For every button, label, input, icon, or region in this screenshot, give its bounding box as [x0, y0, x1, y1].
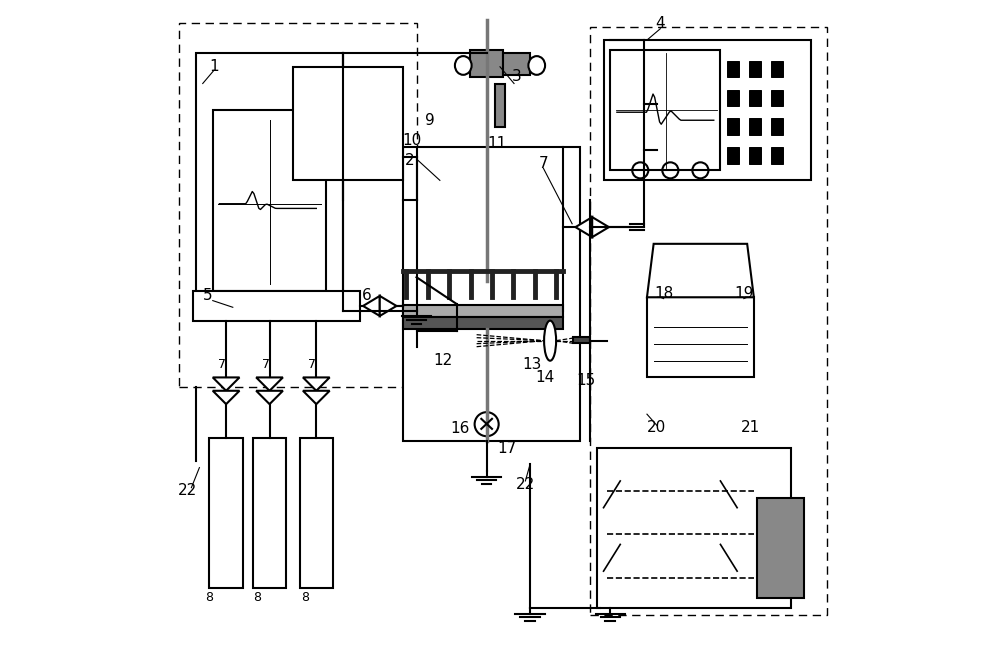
Text: 9: 9	[425, 113, 435, 128]
Polygon shape	[403, 147, 580, 441]
Polygon shape	[213, 391, 239, 404]
Polygon shape	[293, 67, 403, 180]
Text: 11: 11	[487, 136, 506, 151]
Polygon shape	[757, 498, 804, 598]
Polygon shape	[470, 50, 503, 77]
Polygon shape	[213, 110, 326, 291]
Text: 8: 8	[301, 591, 309, 605]
Polygon shape	[575, 217, 592, 237]
Polygon shape	[749, 118, 761, 135]
Polygon shape	[727, 147, 739, 164]
Polygon shape	[727, 90, 739, 106]
Polygon shape	[771, 118, 783, 135]
Polygon shape	[213, 377, 239, 391]
Polygon shape	[771, 90, 783, 106]
Text: 15: 15	[576, 373, 595, 388]
Text: 14: 14	[536, 370, 555, 385]
Polygon shape	[647, 297, 754, 377]
Polygon shape	[727, 61, 739, 77]
Text: 12: 12	[434, 353, 453, 368]
Polygon shape	[256, 377, 283, 391]
Text: 22: 22	[516, 477, 535, 492]
Text: 3: 3	[512, 69, 522, 84]
Text: 7: 7	[308, 357, 316, 371]
Polygon shape	[597, 448, 791, 608]
Text: 19: 19	[734, 287, 754, 301]
Text: 16: 16	[450, 422, 470, 436]
Polygon shape	[380, 296, 396, 316]
Text: 5: 5	[203, 289, 212, 303]
Polygon shape	[363, 296, 380, 316]
Text: 1: 1	[209, 59, 219, 74]
Text: 7: 7	[218, 357, 226, 371]
Polygon shape	[749, 147, 761, 164]
Polygon shape	[771, 147, 783, 164]
Circle shape	[475, 412, 499, 436]
Text: 8: 8	[205, 591, 213, 605]
Text: 10: 10	[402, 133, 421, 148]
Polygon shape	[749, 61, 761, 77]
Polygon shape	[403, 305, 563, 317]
Polygon shape	[592, 217, 609, 237]
Ellipse shape	[544, 321, 556, 361]
Polygon shape	[771, 61, 783, 77]
Polygon shape	[300, 438, 333, 588]
Text: 21: 21	[741, 420, 760, 435]
Polygon shape	[403, 317, 563, 329]
Polygon shape	[503, 53, 530, 75]
Text: 18: 18	[654, 287, 673, 301]
Text: 22: 22	[178, 484, 197, 498]
Text: 2: 2	[405, 153, 415, 168]
Text: 7: 7	[262, 357, 270, 371]
Polygon shape	[573, 337, 590, 343]
Polygon shape	[196, 53, 343, 314]
Text: 17: 17	[497, 442, 516, 456]
Polygon shape	[749, 90, 761, 106]
Polygon shape	[193, 291, 360, 321]
Polygon shape	[303, 391, 330, 404]
Polygon shape	[303, 377, 330, 391]
Polygon shape	[610, 50, 720, 170]
Text: 7: 7	[539, 156, 548, 171]
Polygon shape	[604, 40, 811, 180]
Ellipse shape	[528, 56, 545, 75]
Ellipse shape	[455, 56, 472, 75]
Polygon shape	[727, 118, 739, 135]
Polygon shape	[209, 438, 243, 588]
Polygon shape	[647, 244, 754, 297]
Text: 4: 4	[656, 16, 665, 31]
Polygon shape	[253, 438, 286, 588]
Polygon shape	[256, 391, 283, 404]
Polygon shape	[495, 84, 505, 127]
Text: 8: 8	[254, 591, 262, 605]
Text: 13: 13	[522, 357, 542, 371]
Text: 20: 20	[647, 420, 667, 435]
Text: 6: 6	[362, 288, 371, 303]
